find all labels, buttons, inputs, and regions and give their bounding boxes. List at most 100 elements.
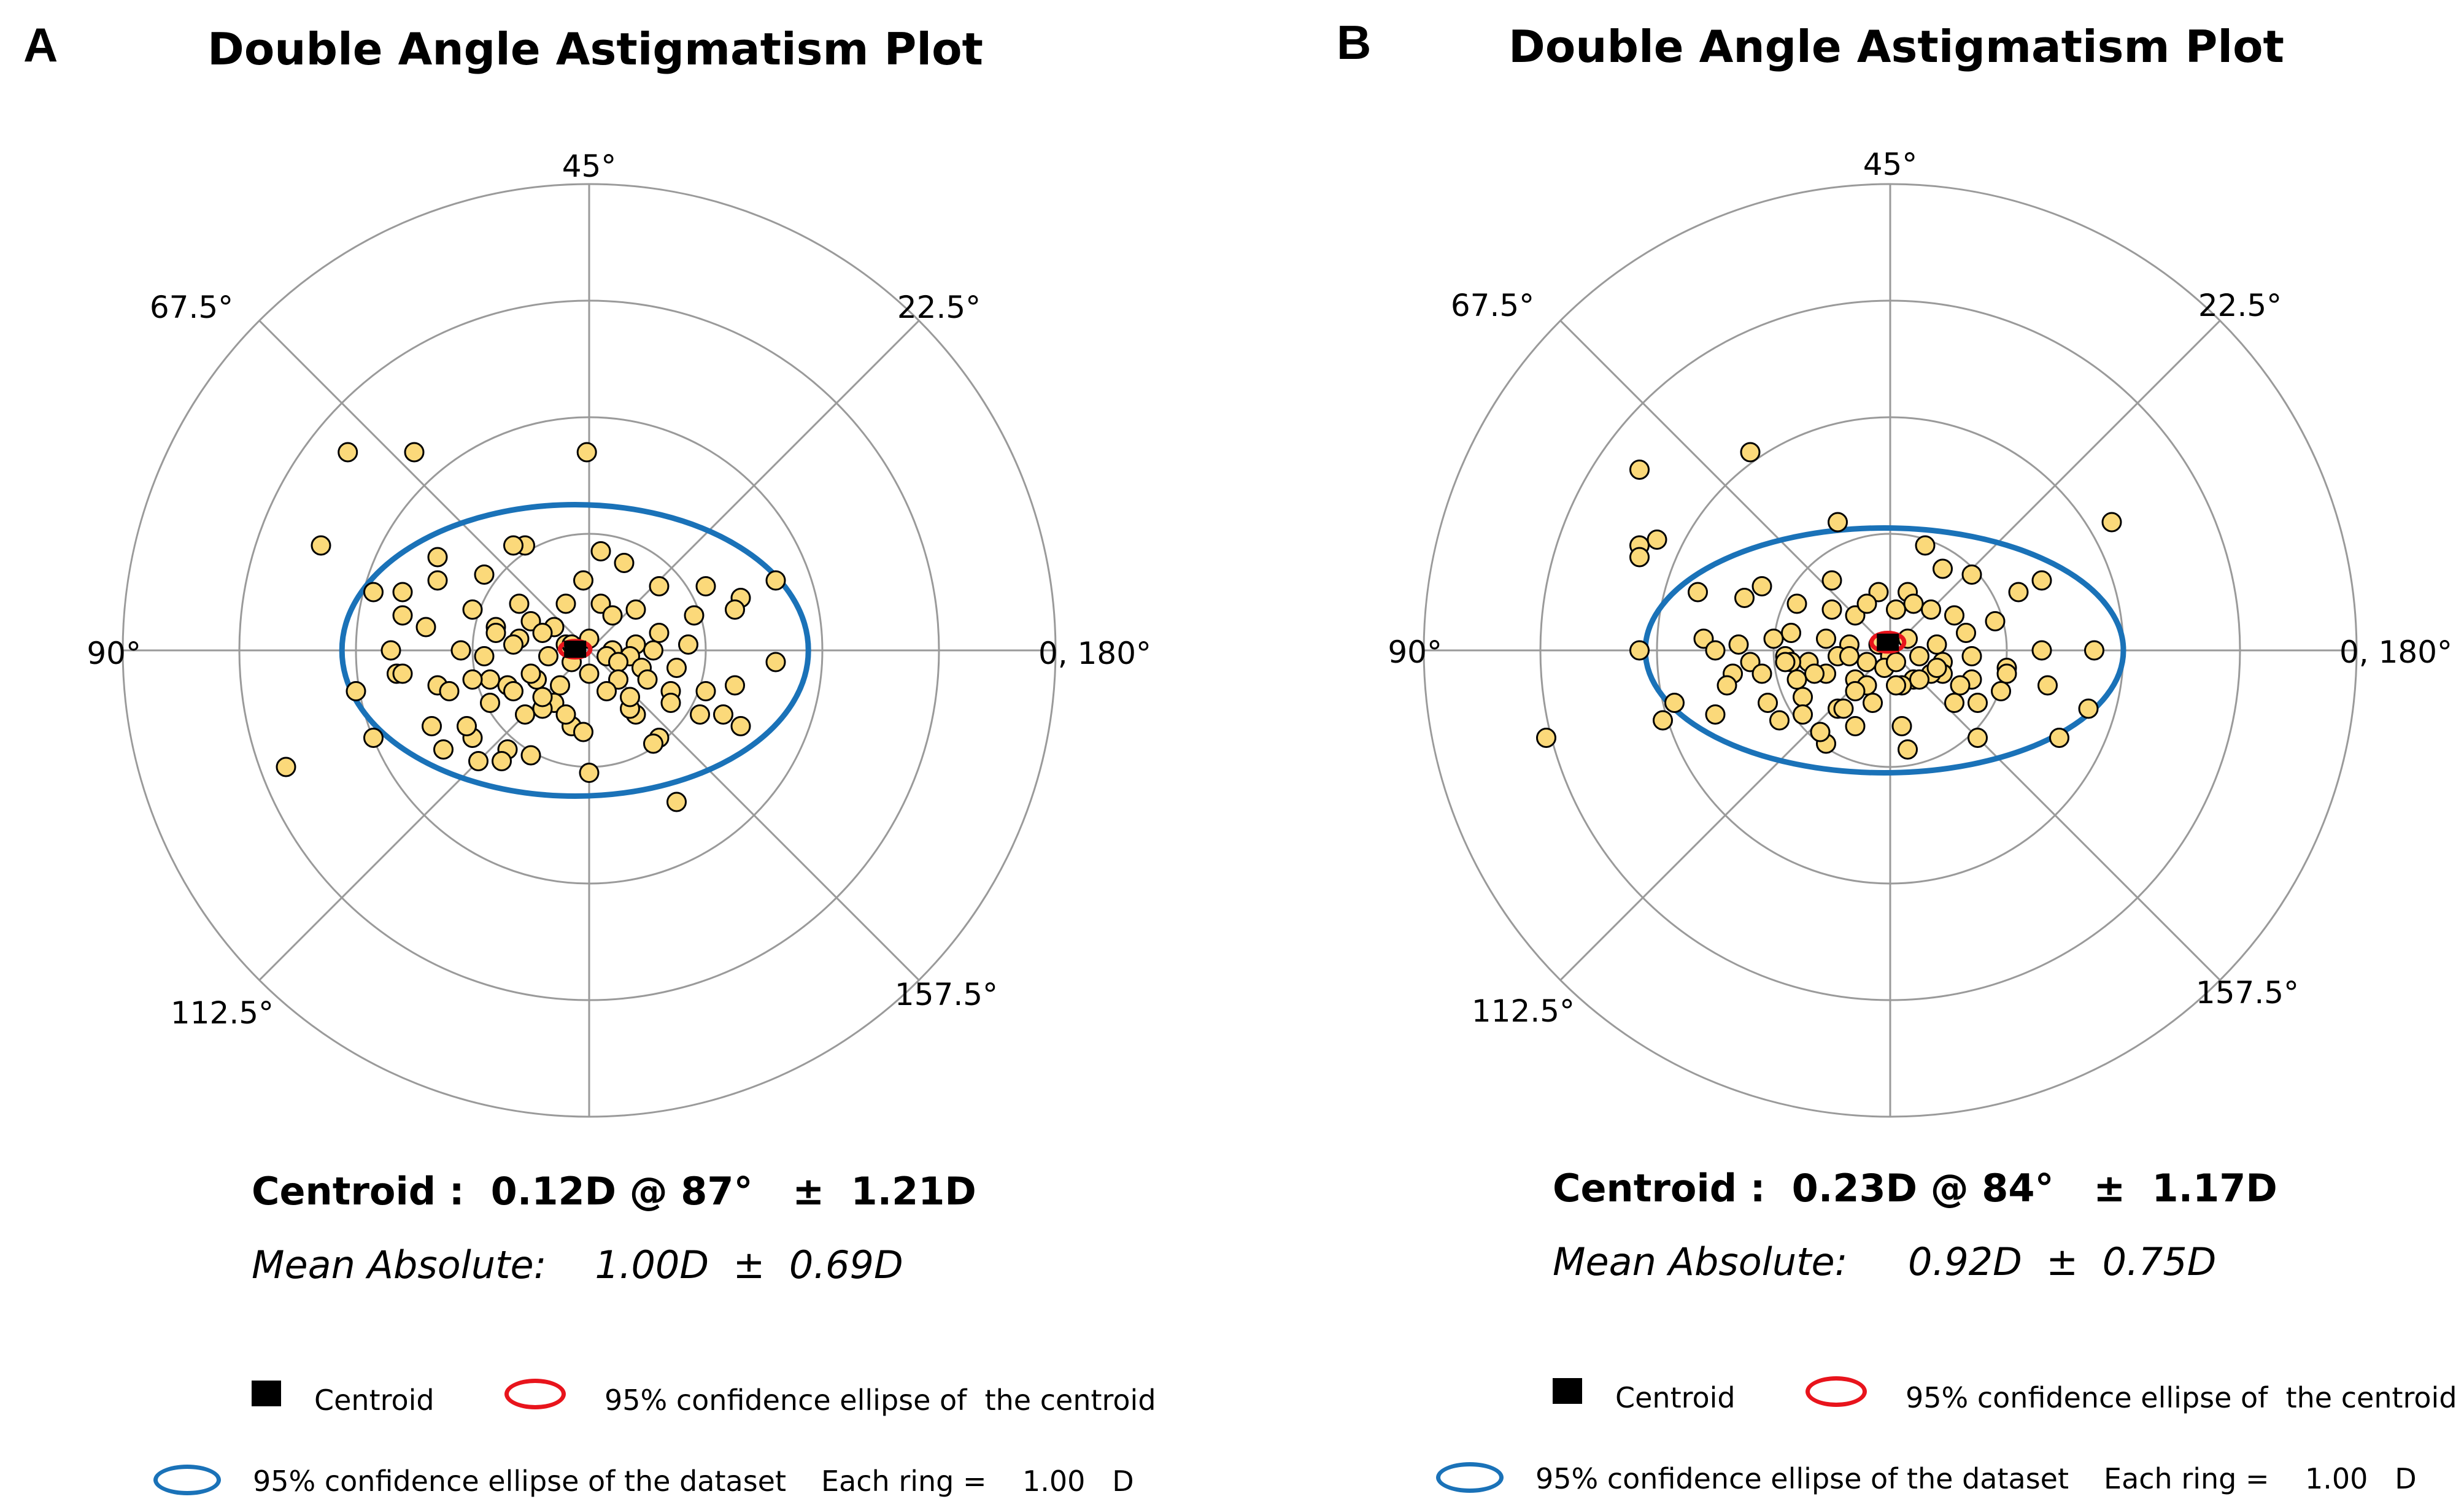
data-point — [509, 593, 530, 614]
data-point — [1985, 611, 2006, 631]
data-point — [1863, 693, 1883, 713]
data-point — [1828, 512, 1848, 533]
data-point — [1769, 710, 1790, 731]
data-point — [1961, 646, 1982, 666]
data-point — [492, 751, 512, 771]
data-point — [503, 681, 523, 701]
data-point — [520, 663, 541, 684]
data-point — [1758, 693, 1778, 713]
chart-title: Double Angle Astigmatism Plot — [1508, 21, 2284, 72]
ellipses — [339, 502, 811, 799]
data-point — [422, 716, 442, 736]
mean-absolute-summary: Mean Absolute: 0.92D ± 0.75D — [1553, 1239, 2217, 1284]
data-point — [684, 605, 705, 626]
data-point — [1926, 634, 1947, 655]
data-point — [427, 570, 448, 591]
centroid-ellipse-legend-marker — [1806, 1376, 1867, 1407]
legend-each-ring-label: Each ring = 1.00 D — [821, 1465, 1134, 1498]
panel-a: A Double Angle Astigmatism Plot 45° 67.5… — [23, 18, 1156, 1498]
data-point — [643, 640, 663, 661]
polar-plot: 45° 67.5° 22.5° 90° 0, 180° 112.5° 157.5… — [1388, 147, 2452, 1118]
legend-centroid-label: Centroid — [1615, 1381, 1736, 1414]
angle-label-45: 45° — [1863, 147, 1918, 182]
polar-plot: 45° 67.5° 22.5° 90° 0, 180° 112.5° 157.5… — [87, 148, 1151, 1118]
data-point — [1734, 588, 1755, 608]
data-point — [1944, 605, 1964, 626]
data-point — [1833, 698, 1854, 719]
dataset-confidence-ellipse — [339, 502, 811, 799]
data-point — [649, 576, 670, 596]
data-point — [643, 733, 663, 754]
angle-label-22-5: 22.5° — [897, 290, 981, 325]
data-point — [690, 704, 710, 725]
data-point — [1933, 558, 1953, 579]
data-point — [1909, 646, 1929, 666]
data-point — [1921, 599, 1941, 620]
data-point — [485, 623, 506, 643]
data-point — [1944, 693, 1964, 713]
angle-label-0-180: 0, 180° — [1038, 636, 1151, 671]
data-point — [1647, 530, 1667, 550]
data-point — [532, 687, 553, 707]
centroid-ellipse-legend-marker — [504, 1379, 566, 1409]
data-point — [576, 442, 597, 463]
data-point — [1786, 669, 1807, 690]
data-point — [1845, 716, 1866, 736]
data-point — [1856, 593, 1877, 614]
data-points — [1536, 442, 2122, 760]
data-point — [765, 570, 786, 591]
data-point — [1740, 442, 1761, 463]
data-point — [725, 675, 745, 696]
legend-centroid-ellipse-label: 95% confidence ellipse of the centroid — [604, 1384, 1156, 1417]
data-point — [538, 646, 558, 666]
data-point — [480, 693, 500, 713]
angle-label-67-5: 67.5° — [150, 290, 233, 325]
data-point — [666, 658, 687, 678]
panel-b: B Double Angle Astigmatism Plot 45° 67.5… — [1301, 0, 2464, 1510]
data-point — [579, 663, 600, 684]
data-point — [1968, 693, 1988, 713]
data-point — [1991, 681, 2011, 701]
data-point — [625, 599, 646, 620]
data-point — [649, 623, 670, 643]
angle-label-90: 90° — [87, 636, 141, 671]
data-point — [1996, 663, 2017, 684]
angle-label-90: 90° — [1388, 634, 1442, 670]
data-points — [276, 442, 786, 812]
data-point — [2031, 570, 2052, 591]
centroid-group — [1869, 631, 1907, 654]
data-point — [1886, 652, 1906, 672]
data-point — [1903, 593, 1924, 614]
data-point — [2084, 640, 2104, 661]
data-point — [392, 582, 413, 603]
data-point — [1968, 728, 1988, 748]
angle-label-0-180: 0, 180° — [2339, 634, 2452, 670]
data-point — [1898, 739, 1918, 760]
dataset-ellipse-legend-marker — [1436, 1462, 1504, 1493]
data-point — [363, 728, 384, 748]
centroid-confidence-ellipse — [1869, 631, 1907, 654]
data-point — [532, 623, 553, 643]
centroid-marker — [564, 641, 587, 658]
angle-label-67-5: 67.5° — [1451, 288, 1534, 323]
data-point — [1629, 547, 1650, 568]
data-point — [620, 687, 640, 707]
data-point — [2008, 582, 2029, 603]
angle-label-157-5: 157.5° — [895, 977, 998, 1012]
data-point — [678, 634, 698, 655]
data-point — [730, 716, 751, 736]
data-point — [1926, 658, 1947, 678]
data-point — [1804, 663, 1825, 684]
legend-centroid-ellipse-label: 95% confidence ellipse of the centroid — [1906, 1381, 2457, 1414]
data-point — [450, 640, 471, 661]
data-point — [468, 751, 489, 771]
data-point — [1629, 640, 1650, 661]
mean-absolute-summary: Mean Absolute: 1.00D ± 0.69D — [252, 1242, 903, 1287]
data-point — [1886, 675, 1906, 696]
data-point — [457, 716, 477, 736]
legend-each-ring-label: Each ring = 1.00 D — [2104, 1462, 2417, 1495]
data-point — [1728, 634, 1749, 655]
data-point — [2037, 675, 2058, 696]
data-point — [1915, 535, 1936, 556]
centroid-summary: Centroid : 0.23D @ 84° ± 1.17D — [1553, 1166, 2277, 1211]
